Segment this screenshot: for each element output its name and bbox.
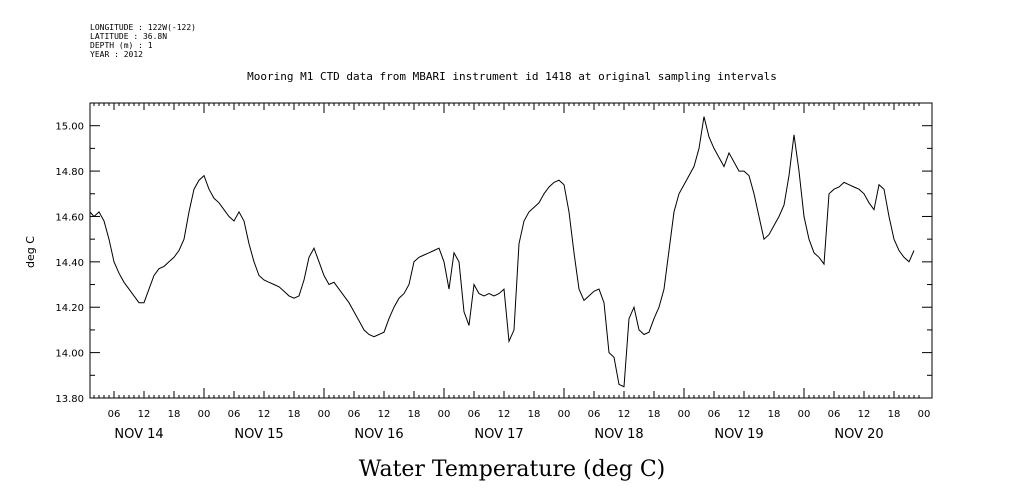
x-tick-label: 12 bbox=[138, 409, 151, 420]
x-tick-label: 18 bbox=[648, 409, 661, 420]
day-label: NOV 16 bbox=[354, 427, 403, 442]
x-tick-label: 12 bbox=[858, 409, 871, 420]
x-tick-label: 12 bbox=[618, 409, 631, 420]
x-tick-label: 00 bbox=[558, 409, 571, 420]
x-tick-label: 06 bbox=[468, 409, 481, 420]
day-labels: NOV 14 NOV 15 NOV 16 NOV 17 NOV 18 NOV 19 NOV … bbox=[114, 427, 883, 442]
chart-title: Mooring M1 CTD data from MBARI instrumen… bbox=[247, 70, 777, 83]
y-tick-labels: 13.80 14.00 14.20 14.40 14.60 14.80 15.00 bbox=[55, 122, 84, 405]
plot-frame bbox=[89, 102, 933, 399]
x-tick-label: 12 bbox=[498, 409, 511, 420]
x-tick-label: 00 bbox=[798, 409, 811, 420]
day-label: NOV 17 bbox=[474, 427, 523, 442]
y-tick-label: 14.60 bbox=[55, 212, 84, 223]
x-axis-label: Water Temperature (deg C) bbox=[359, 457, 666, 482]
meta-year: YEAR : 2012 bbox=[90, 50, 143, 59]
x-tick-label: 00 bbox=[198, 409, 211, 420]
series-line bbox=[89, 116, 915, 388]
day-label: NOV 14 bbox=[114, 427, 163, 442]
meta-depth: DEPTH (m) : 1 bbox=[90, 41, 153, 50]
day-label: NOV 15 bbox=[234, 427, 283, 442]
plot-area: 13.80 14.00 14.20 14.40 14.60 14.80 15.00 06 12… bbox=[55, 102, 933, 442]
x-tick-label: 00 bbox=[678, 409, 691, 420]
x-tick-label: 18 bbox=[888, 409, 901, 420]
y-tick-label: 15.00 bbox=[55, 122, 84, 133]
x-tick-label: 18 bbox=[768, 409, 781, 420]
x-tick-label: 00 bbox=[918, 409, 931, 420]
day-label: NOV 19 bbox=[714, 427, 763, 442]
y-tick-label: 14.40 bbox=[55, 258, 84, 269]
x-tick-label: 06 bbox=[228, 409, 241, 420]
x-tick-label: 00 bbox=[438, 409, 451, 420]
x-tick-label: 18 bbox=[168, 409, 181, 420]
x-tick-labels: 06 12 18 00 06 12 18 00 06 12 18 00 06 12 18 00 06 12 18 00… bbox=[108, 409, 931, 420]
meta-latitude: LATITUDE : 36.8N bbox=[90, 32, 167, 41]
y-tick-label: 13.80 bbox=[55, 394, 84, 405]
x-tick-label: 06 bbox=[348, 409, 361, 420]
day-label: NOV 18 bbox=[594, 427, 643, 442]
meta-longitude: LONGITUDE : 122W(-122) bbox=[90, 23, 196, 32]
x-tick-label: 06 bbox=[828, 409, 841, 420]
y-tick-label: 14.00 bbox=[55, 349, 84, 360]
x-tick-label: 06 bbox=[108, 409, 121, 420]
x-tick-label: 12 bbox=[258, 409, 271, 420]
x-tick-label: 12 bbox=[378, 409, 391, 420]
x-tick-label: 18 bbox=[408, 409, 421, 420]
y-tick-label: 14.80 bbox=[55, 167, 84, 178]
day-label: NOV 20 bbox=[834, 427, 883, 442]
y-axis-label: deg C bbox=[24, 236, 37, 268]
x-tick-label: 06 bbox=[708, 409, 721, 420]
x-tick-label: 12 bbox=[738, 409, 751, 420]
y-tick-label: 14.20 bbox=[55, 303, 84, 314]
axis-ticks bbox=[90, 102, 932, 399]
x-tick-label: 18 bbox=[528, 409, 541, 420]
x-tick-label: 00 bbox=[318, 409, 331, 420]
x-tick-label: 06 bbox=[588, 409, 601, 420]
x-tick-label: 18 bbox=[288, 409, 301, 420]
